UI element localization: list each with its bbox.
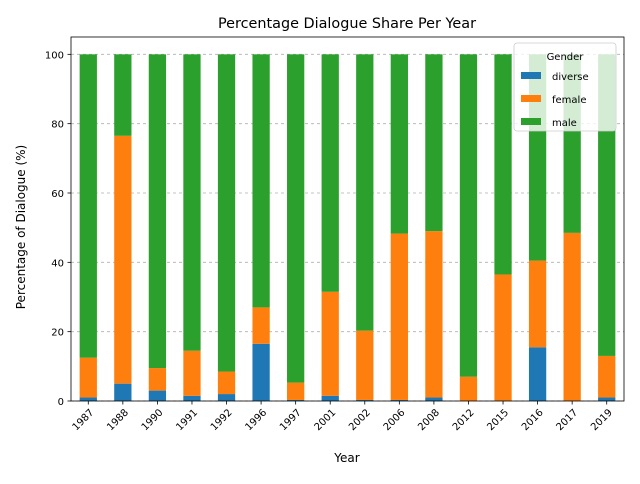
bar-female-2017	[563, 232, 581, 401]
chart-title: Percentage Dialogue Share Per Year	[218, 16, 476, 32]
legend-box	[513, 42, 617, 132]
bar-male-2015	[494, 54, 512, 275]
bar-diverse-1992	[217, 394, 236, 401]
legend-label-male: male	[552, 118, 577, 129]
legend-label-diverse: diverse	[552, 72, 589, 83]
bar-female-2001	[321, 291, 339, 396]
legend-label-female: female	[552, 95, 586, 106]
bar-female-2016	[528, 260, 547, 348]
bar-female-1996	[252, 307, 270, 344]
legend-title: Gender	[547, 52, 585, 63]
bar-diverse-1991	[183, 395, 201, 401]
legend-swatch-diverse	[521, 72, 541, 79]
bar-female-1997	[287, 382, 305, 400]
bar-male-1987	[79, 54, 97, 358]
bar-male-2012	[459, 54, 478, 377]
bar-female-2008	[425, 231, 443, 398]
bar-diverse-1990	[148, 390, 167, 401]
y-tick-label: 20	[51, 328, 64, 339]
bar-male-2006	[390, 54, 408, 234]
bar-diverse-2016	[528, 347, 547, 401]
y-tick-label: 60	[51, 189, 64, 200]
bar-male-1988	[114, 54, 132, 136]
x-axis-label: Year	[333, 451, 359, 465]
bar-diverse-1987	[79, 397, 97, 401]
bar-male-1991	[183, 54, 201, 351]
bar-male-2002	[356, 54, 374, 331]
bar-diverse-1996	[252, 343, 270, 401]
bar-female-1987	[79, 357, 97, 398]
bar-diverse-1997	[287, 399, 305, 401]
bar-male-1992	[217, 54, 236, 372]
legend-swatch-female	[521, 95, 541, 102]
legend: Gender diverse female male	[513, 42, 617, 132]
bars	[79, 54, 616, 401]
bar-diverse-2019	[598, 397, 616, 401]
bar-female-2012	[459, 376, 478, 401]
bar-male-2008	[425, 54, 443, 232]
bar-diverse-2002	[356, 399, 374, 401]
y-tick-label: 0	[58, 397, 64, 408]
bar-male-2001	[321, 54, 339, 292]
bar-female-2019	[598, 355, 616, 398]
plot-frame	[70, 36, 625, 402]
bar-male-1996	[252, 54, 270, 308]
bar-diverse-2008	[425, 397, 443, 401]
bar-diverse-1988	[114, 383, 132, 401]
legend-swatch-male	[521, 118, 541, 125]
bar-female-1991	[183, 350, 201, 396]
y-tick-label: 40	[51, 258, 64, 269]
y-tick-label: 80	[51, 120, 64, 131]
y-axis-label: Percentage of Dialogue (%)	[14, 145, 28, 310]
bar-female-2015	[494, 274, 512, 401]
bar-diverse-2001	[321, 395, 339, 401]
bar-male-1997	[287, 54, 305, 383]
bar-female-2002	[356, 330, 374, 400]
bar-female-2006	[390, 233, 408, 400]
bar-male-1990	[148, 54, 167, 369]
y-tick-label: 100	[45, 50, 64, 61]
bar-female-1988	[114, 135, 132, 384]
bar-diverse-2006	[390, 399, 408, 401]
bar-female-1992	[217, 371, 236, 395]
bar-female-1990	[148, 368, 167, 391]
